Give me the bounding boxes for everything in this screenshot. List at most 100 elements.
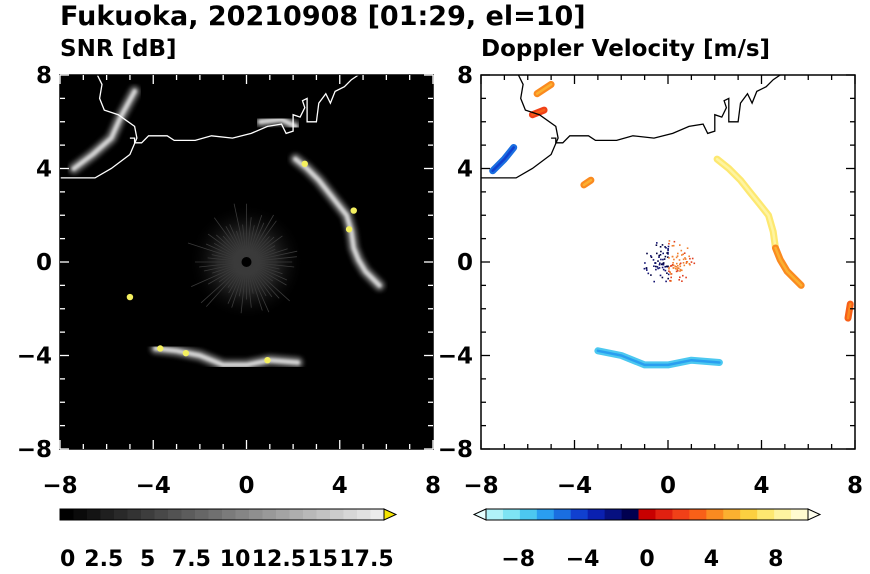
clutter-speckle bbox=[678, 259, 681, 261]
colorbar-cell bbox=[723, 509, 741, 520]
clutter-speckle bbox=[668, 270, 670, 272]
clutter-ray bbox=[203, 261, 247, 272]
clutter-ray bbox=[246, 261, 254, 294]
clutter-ray bbox=[240, 261, 247, 314]
clutter-speckle bbox=[673, 258, 675, 261]
y-tick-label: −8 bbox=[438, 437, 473, 463]
clutter-speckle bbox=[675, 267, 677, 270]
colorbar-label: 0 bbox=[639, 547, 654, 570]
colorbar-cell bbox=[316, 509, 331, 520]
x-tick-label: 4 bbox=[753, 473, 769, 499]
clutter-ray bbox=[200, 261, 247, 304]
clutter-ray bbox=[199, 261, 247, 268]
velocity-core-north-coast-orange bbox=[535, 83, 553, 95]
clutter-ray bbox=[225, 226, 247, 263]
y-tick-label: 4 bbox=[36, 157, 52, 183]
colorbar-cell bbox=[168, 509, 182, 520]
colorbar-cell bbox=[604, 509, 622, 520]
x-tick-label: 0 bbox=[238, 473, 254, 499]
clutter-speckle bbox=[664, 255, 667, 258]
coastline bbox=[60, 75, 138, 179]
colorbar-cell bbox=[774, 509, 792, 520]
clutter-speckle bbox=[666, 272, 668, 274]
clutter-speckle bbox=[685, 276, 687, 279]
snr-panel-title: SNR [dB] bbox=[60, 36, 177, 62]
colorbar-label: 4 bbox=[704, 547, 719, 570]
clutter-speckle bbox=[670, 276, 672, 279]
clutter-ray bbox=[246, 261, 263, 311]
clutter-speckle bbox=[682, 262, 685, 264]
clutter-ray bbox=[187, 242, 247, 263]
velocity-core-north-coast-red bbox=[531, 108, 546, 116]
colorbar-cell bbox=[262, 509, 277, 520]
colorbar-cell bbox=[553, 509, 572, 520]
colorbar-cell bbox=[706, 509, 724, 520]
clutter-ray bbox=[208, 261, 247, 285]
clutter-speckle bbox=[659, 246, 662, 248]
clutter-ray bbox=[246, 236, 275, 263]
clutter-speckle bbox=[675, 270, 678, 273]
velocity-core-far-east bbox=[846, 302, 852, 320]
clutter-ray bbox=[213, 217, 247, 263]
clutter-speckle bbox=[678, 279, 680, 281]
clutter-speckle bbox=[658, 254, 660, 257]
colorbar-cell bbox=[689, 509, 707, 520]
clutter-speckle bbox=[664, 266, 666, 268]
clutter-speckle bbox=[689, 264, 691, 266]
y-tick-label: 8 bbox=[36, 63, 52, 89]
clutter-ray bbox=[246, 225, 255, 263]
clutter-ray bbox=[236, 230, 247, 263]
clutter-ray bbox=[246, 261, 288, 281]
clutter-ray bbox=[246, 217, 252, 263]
clutter-speckle bbox=[677, 270, 679, 272]
clutter-speckle bbox=[682, 258, 685, 261]
clutter-speckle bbox=[682, 274, 684, 277]
clutter-speckle bbox=[654, 262, 656, 264]
colorbar-cell bbox=[330, 509, 344, 520]
clutter-speckle bbox=[655, 268, 657, 271]
clutter-speckle bbox=[684, 258, 687, 260]
colorbar-cell bbox=[208, 509, 223, 520]
clutter-speckle bbox=[662, 262, 665, 264]
clutter-speckle bbox=[667, 249, 669, 251]
clutter-ray bbox=[246, 261, 273, 298]
colorbar-cell bbox=[672, 509, 690, 520]
clutter-ray bbox=[246, 236, 270, 263]
clutter-ray bbox=[231, 261, 247, 308]
clutter-speckle bbox=[643, 267, 646, 270]
snr-hotspot bbox=[345, 226, 353, 233]
clutter-speckle bbox=[662, 252, 664, 255]
colorbar-cell bbox=[502, 509, 521, 520]
clutter-ray bbox=[246, 256, 297, 263]
snr-hotspot bbox=[350, 207, 357, 214]
clutter-speckle bbox=[678, 267, 680, 270]
colorbar-label: 8 bbox=[768, 547, 783, 570]
colorbar-cell bbox=[740, 509, 758, 520]
y-tick-label: 4 bbox=[457, 157, 473, 183]
clutter-speckle bbox=[674, 265, 677, 268]
colorbar-extend-min bbox=[472, 508, 487, 521]
colorbar-label: 17.5 bbox=[339, 547, 393, 570]
clutter-speckle bbox=[670, 273, 672, 275]
x-tick-label: −4 bbox=[557, 473, 592, 499]
clutter-ray bbox=[216, 234, 247, 263]
colorbar-cell bbox=[343, 509, 358, 520]
clutter-speckle bbox=[655, 244, 658, 246]
coastline bbox=[481, 75, 559, 179]
clutter-speckle bbox=[661, 244, 664, 246]
clutter-speckle bbox=[647, 272, 650, 275]
colorbar-cell bbox=[100, 509, 115, 520]
clutter-speckle bbox=[655, 265, 657, 268]
clutter-speckle bbox=[688, 263, 691, 265]
clutter-speckle bbox=[658, 267, 661, 269]
clutter-speckle bbox=[658, 263, 661, 266]
clutter-speckle bbox=[644, 262, 646, 264]
velocity-core-east-arc-lower bbox=[774, 246, 803, 287]
clutter-ray bbox=[211, 254, 247, 263]
clutter-ray bbox=[246, 248, 288, 263]
x-tick-label: 4 bbox=[332, 473, 348, 499]
clutter-ray bbox=[246, 222, 265, 263]
snr-hotspot bbox=[126, 293, 134, 301]
clutter-speckle bbox=[659, 262, 661, 264]
